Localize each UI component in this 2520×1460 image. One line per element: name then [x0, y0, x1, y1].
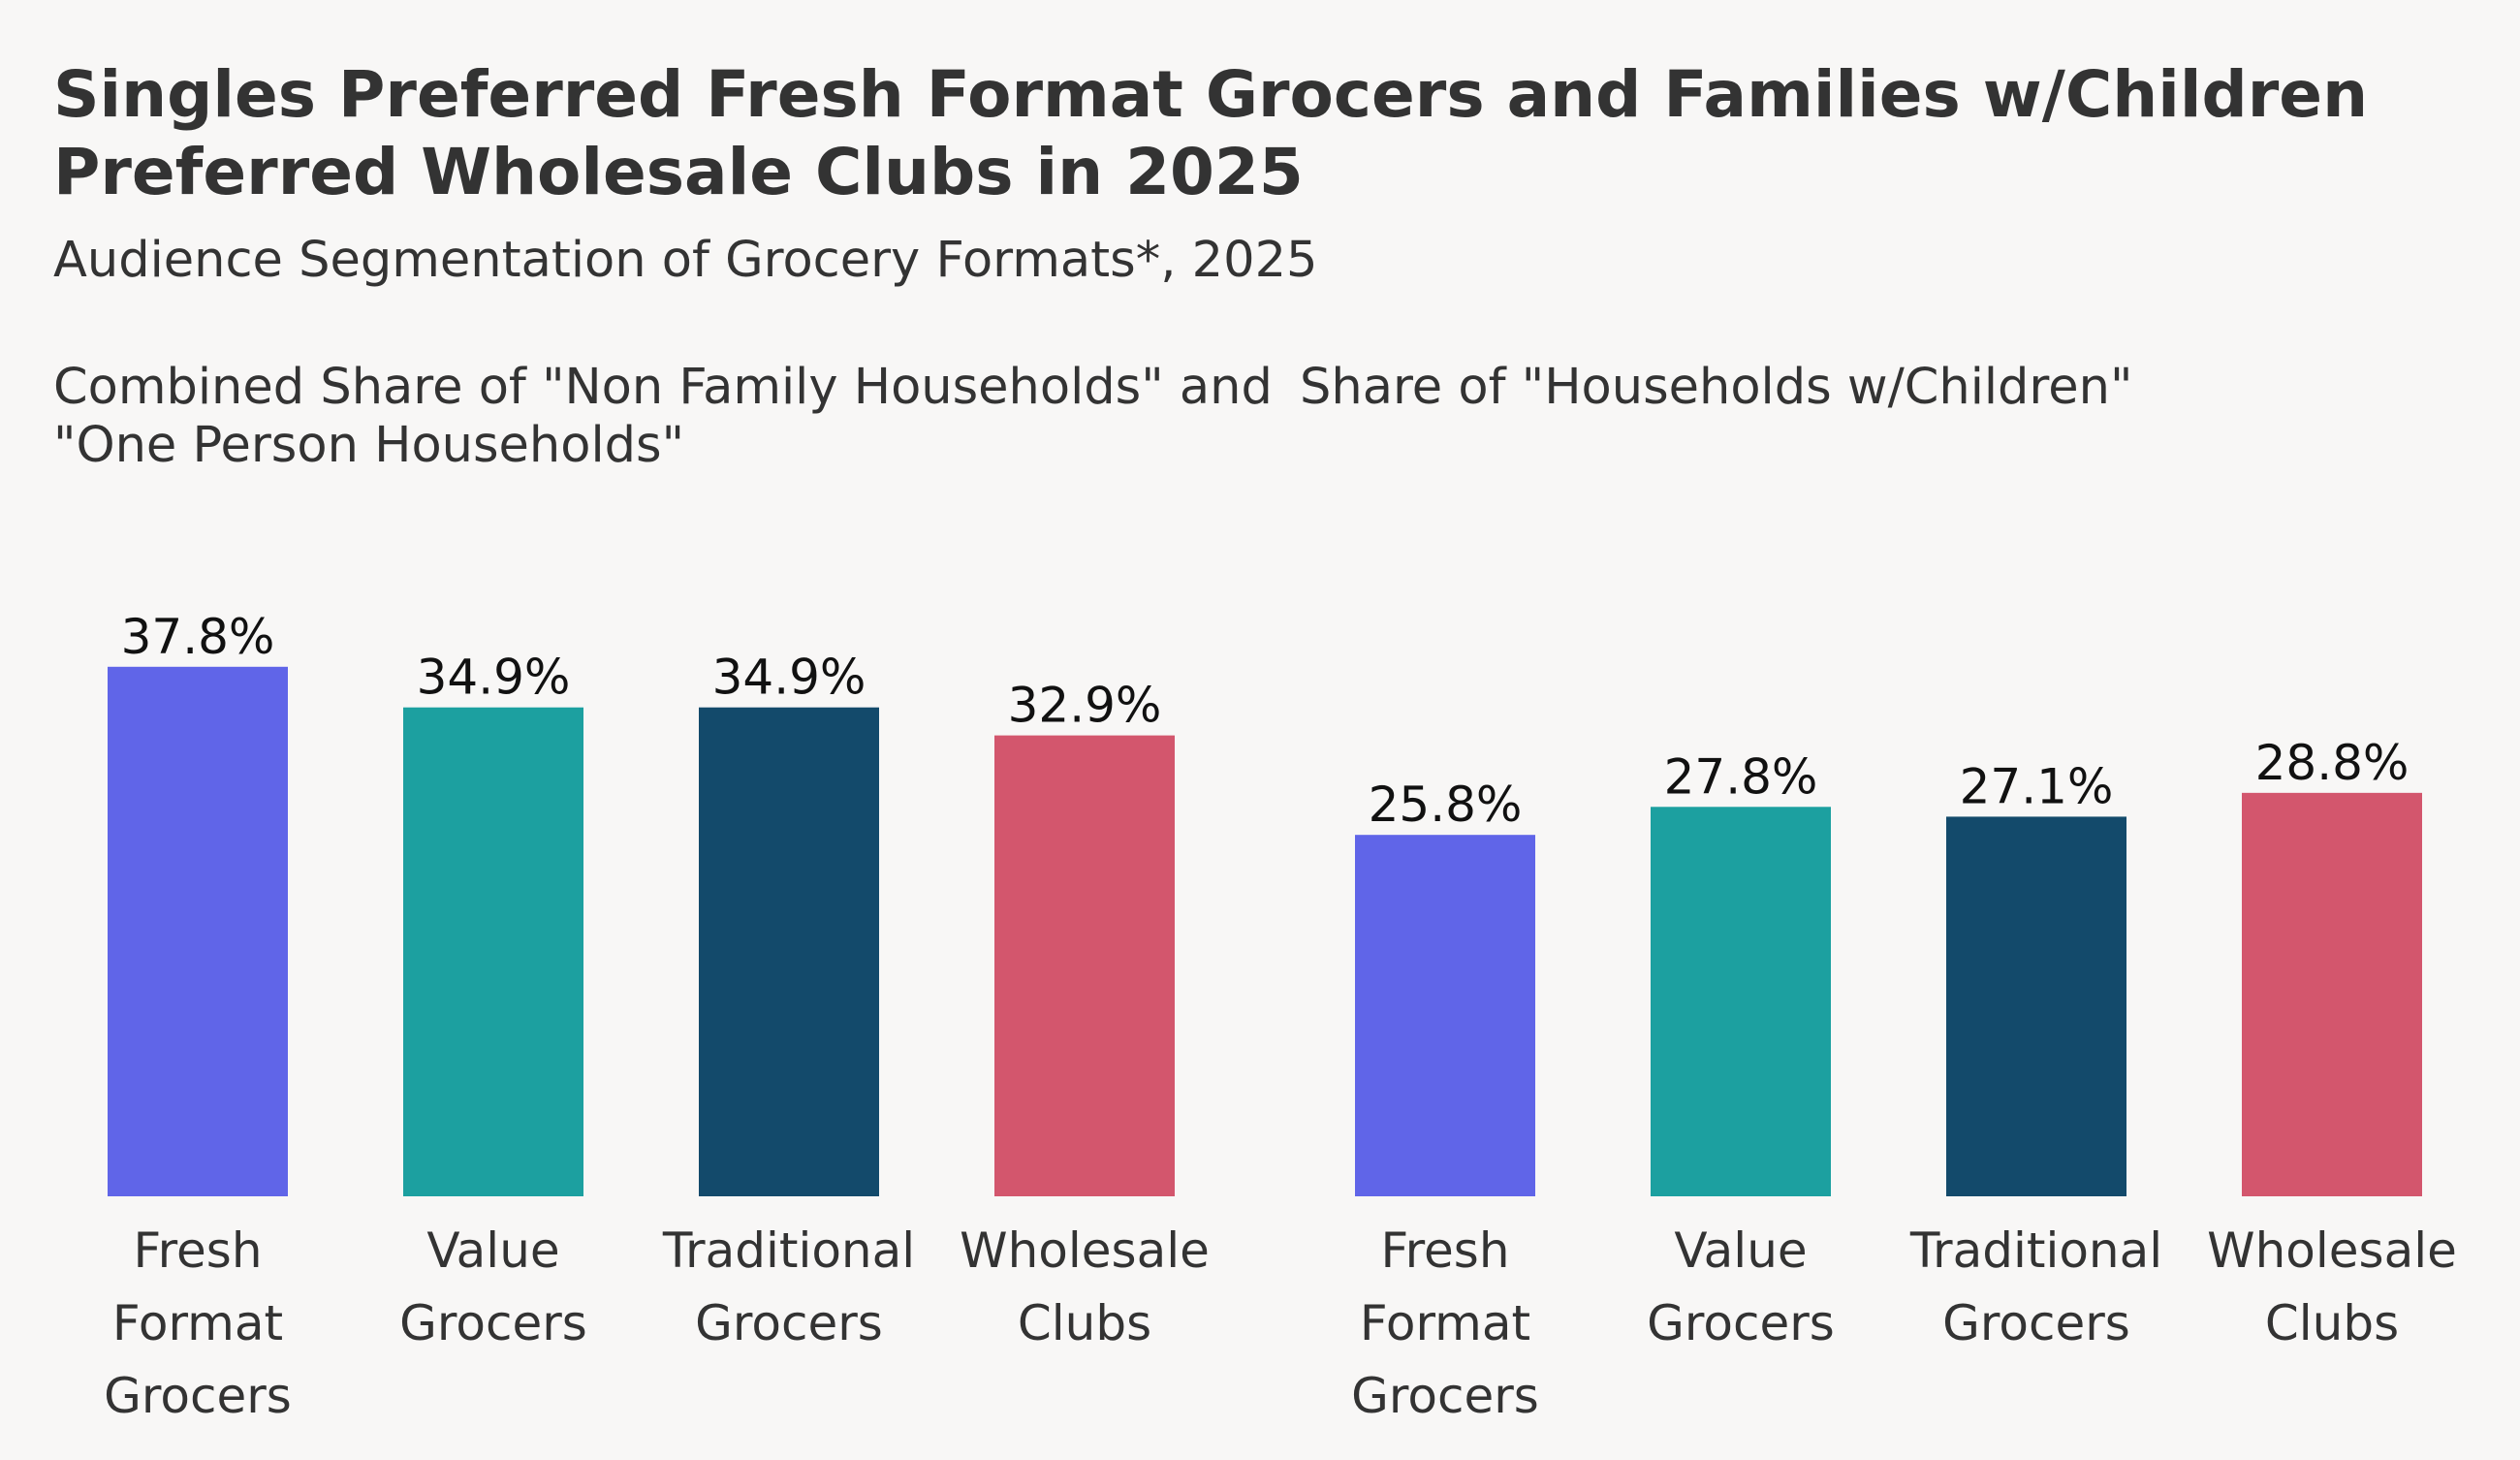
- bar-families-wholesale-clubs: [2242, 792, 2422, 1196]
- category-label-families-traditional-grocers: Traditional Grocers: [1909, 1222, 2162, 1351]
- bar-families-traditional-grocers: [1946, 816, 2126, 1196]
- value-label-singles-fresh-format-grocers: 37.8%: [121, 609, 275, 665]
- chart-title: Singles Preferred Fresh Format Grocers a…: [53, 57, 2369, 209]
- value-label-singles-wholesale-clubs: 32.9%: [1008, 678, 1162, 734]
- category-label-families-wholesale-clubs: Wholesale Clubs: [2207, 1222, 2457, 1351]
- bar-families-value-grocers: [1651, 807, 1831, 1196]
- value-label-families-traditional-grocers: 27.1%: [1960, 758, 2114, 814]
- bar-singles-value-grocers: [403, 707, 583, 1196]
- bar-singles-wholesale-clubs: [994, 735, 1175, 1196]
- bar-singles-traditional-grocers: [699, 707, 879, 1196]
- category-label-families-value-grocers: Value Grocers: [1647, 1222, 1835, 1351]
- value-label-singles-traditional-grocers: 34.9%: [712, 650, 866, 706]
- panel-title-families: Share of "Households w/Children": [1300, 359, 2133, 416]
- value-label-families-wholesale-clubs: 28.8%: [2255, 735, 2410, 791]
- category-label-singles-value-grocers: Value Grocers: [399, 1222, 587, 1351]
- chart-subtitle: Audience Segmentation of Grocery Formats…: [53, 232, 1318, 289]
- bar-families-fresh-format-grocers: [1355, 835, 1535, 1196]
- bar-singles-fresh-format-grocers: [108, 666, 288, 1196]
- value-label-families-value-grocers: 27.8%: [1664, 748, 1818, 805]
- value-label-singles-value-grocers: 34.9%: [417, 650, 571, 706]
- category-label-singles-fresh-format-grocers: Fresh Format Grocers: [104, 1222, 292, 1424]
- value-label-families-fresh-format-grocers: 25.8%: [1369, 777, 1523, 833]
- category-label-singles-wholesale-clubs: Wholesale Clubs: [960, 1222, 1210, 1351]
- panel-title-singles: Combined Share of "Non Family Households…: [53, 359, 1273, 474]
- category-label-singles-traditional-grocers: Traditional Grocers: [662, 1222, 915, 1351]
- category-label-families-fresh-format-grocers: Fresh Format Grocers: [1351, 1222, 1539, 1424]
